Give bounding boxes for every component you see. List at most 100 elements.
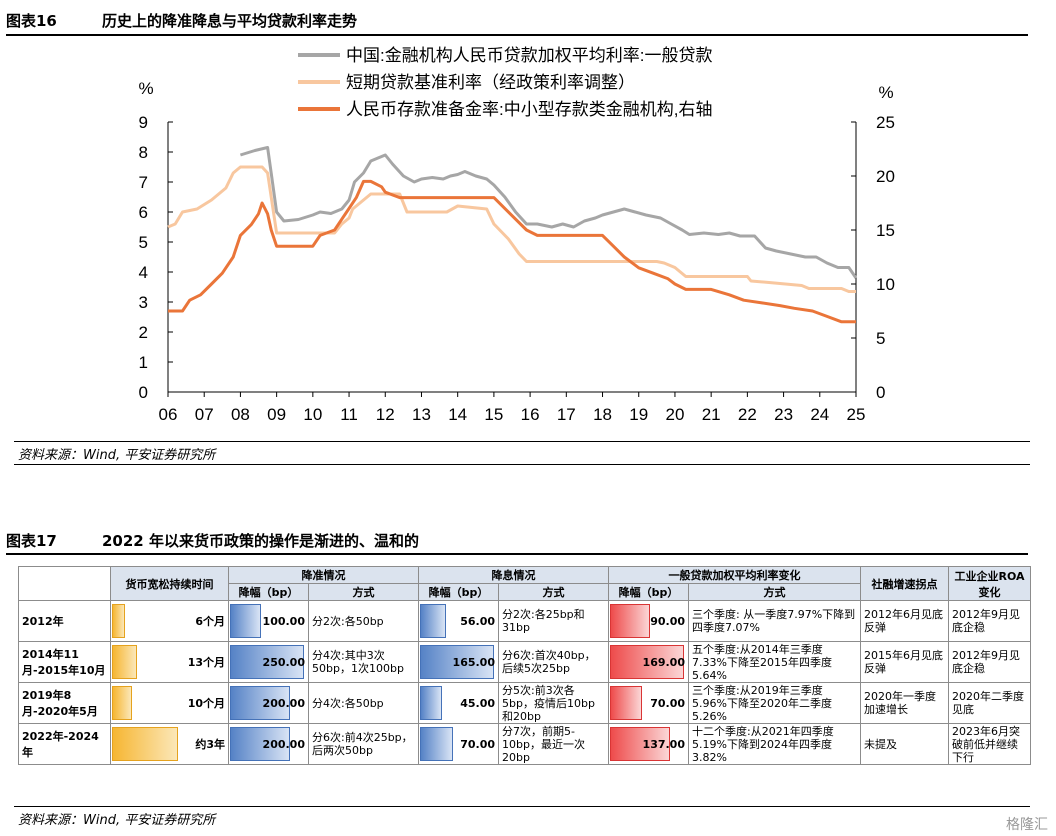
rrr-method-cell: 分4次:各50bp: [308, 682, 419, 724]
duration-cell-value: 约3年: [195, 738, 225, 751]
rrr-cell: 200.00: [228, 682, 309, 724]
rate-cell-bar: [420, 727, 453, 761]
rate-cell-bar: [420, 645, 494, 679]
row-label: 2022年-2024年: [18, 723, 111, 765]
rrr-cell-bar: [230, 727, 290, 761]
legend-label-1: 中国:金融机构人民币贷款加权平均利率:一般贷款: [346, 46, 712, 65]
left-tick-label: 8: [139, 143, 148, 162]
duration-cell: 13个月: [110, 641, 229, 683]
x-tick-label: 22: [738, 405, 757, 424]
roa-cell: 2012年9月见底企稳: [948, 600, 1031, 642]
x-tick-label: 24: [810, 405, 829, 424]
rrr-cell-value: 250.00: [262, 655, 305, 669]
loan-cell-value: 137.00: [642, 737, 685, 751]
loan-method-cell: 十二个季度:从2021年四季度5.19%下降到2024年四季度3.82%: [688, 723, 861, 765]
rate-method-cell: 分7次，前期5-10bp，最近一次20bp: [498, 723, 609, 765]
rrr-cell-bar: [230, 686, 290, 720]
loan-method-cell: 五个季度:从2014年三季度7.33%下降至2015年四季度5.64%: [688, 641, 861, 683]
header-loan: 一般贷款加权平均利率变化: [608, 566, 861, 584]
rate-cell-value: 165.00: [452, 655, 495, 669]
rrr-method-cell: 分4次:其中3次50bp，1次100bp: [308, 641, 419, 683]
header-loan-amp: 降幅（bp）: [608, 583, 689, 601]
row-label: 2012年: [18, 600, 111, 642]
table-row: 2019年8月-2020年5月 10个月 200.00 分4次:各50bp 45.00 分…: [18, 682, 1031, 724]
loan-method-cell: 三个季度: 从一季度7.97%下降到四季度7.07%: [688, 600, 861, 642]
table-row: 2012年 6个月 100.00 分2次:各50bp 56.00 分2次:各25bp和31…: [18, 600, 1031, 642]
series-line-1: [239, 146, 858, 279]
rrr-cell: 250.00: [228, 641, 309, 683]
rate-method-cell: 分5次:前3次各5bp，疫情后10bp和20bp: [498, 682, 609, 724]
rate-cell-value: 70.00: [460, 737, 495, 751]
loan-cell-value: 90.00: [650, 614, 685, 628]
loan-cell-value: 169.00: [642, 655, 685, 669]
x-tick-label: 12: [376, 405, 395, 424]
rrr-cell-value: 200.00: [262, 737, 305, 751]
left-unit-label: %: [138, 79, 153, 98]
header-sf: 社融增速拐点: [860, 566, 949, 601]
header-rate-method: 方式: [498, 583, 609, 601]
duration-cell-value: 6个月: [195, 615, 225, 628]
figure17-title: 2022 年以来货币政策的操作是渐进的、温和的: [102, 532, 419, 550]
x-tick-label: 17: [557, 405, 576, 424]
duration-cell-bar: [112, 686, 132, 720]
rate-cell-value: 56.00: [460, 614, 495, 628]
row-label: 2014年11月-2015年10月: [18, 641, 111, 683]
policy-table: 货币宽松持续时间 降准情况 降息情况 一般贷款加权平均利率变化 社融增速拐点 工…: [18, 566, 1031, 765]
figure16-title: 历史上的降准降息与平均贷款利率走势: [102, 12, 358, 30]
loan-cell: 137.00: [608, 723, 689, 765]
loan-cell-bar: [610, 604, 651, 638]
figure16-source-rule: [14, 464, 1030, 465]
rrr-method-cell: 分2次:各50bp: [308, 600, 419, 642]
x-tick-label: 20: [665, 405, 684, 424]
x-tick-label: 19: [629, 405, 648, 424]
series-line-2: [167, 165, 856, 293]
left-tick-label: 6: [139, 203, 148, 222]
x-tick-label: 23: [774, 405, 793, 424]
x-tick-label: 08: [231, 405, 250, 424]
duration-cell: 6个月: [110, 600, 229, 642]
right-tick-label: 5: [876, 329, 885, 348]
rrr-cell-value: 200.00: [262, 696, 305, 710]
figure16-number: 图表16: [6, 12, 57, 30]
figure16-bottom-rule: [14, 441, 1030, 442]
left-tick-label: 3: [139, 293, 148, 312]
sf-cell: 2012年6月见底反弹: [860, 600, 949, 642]
figure17-title-line: 图表17 2022 年以来货币政策的操作是渐进的、温和的: [6, 530, 419, 551]
rate-cell: 45.00: [418, 682, 499, 724]
x-tick-label: 09: [267, 405, 286, 424]
watermark: 格隆汇: [1006, 817, 1048, 833]
sf-cell: 2015年6月见底反弹: [860, 641, 949, 683]
roa-cell: 2012年9月见底企稳: [948, 641, 1031, 683]
x-tick-label: 25: [847, 405, 866, 424]
figure17-number: 图表17: [6, 532, 57, 550]
duration-cell-value: 10个月: [187, 697, 225, 710]
sf-cell: 2020年一季度加速增长: [860, 682, 949, 724]
header-rrr: 降准情况: [228, 566, 419, 584]
rate-cell-bar: [420, 604, 447, 638]
figure17-bottom-rule: [14, 806, 1030, 807]
duration-cell-value: 13个月: [187, 656, 225, 669]
right-tick-label: 20: [876, 167, 895, 186]
x-tick-label: 11: [340, 405, 358, 424]
figure17-top-rule: [6, 553, 1028, 555]
loan-method-cell: 三个季度:从2019年三季度5.96%下降至2020年二季度5.26%: [688, 682, 861, 724]
header-rrr-method: 方式: [308, 583, 419, 601]
legend-label-2: 短期贷款基准利率（经政策利率调整）: [346, 73, 635, 92]
x-tick-label: 15: [484, 405, 503, 424]
header-rate: 降息情况: [418, 566, 609, 584]
loan-cell: 169.00: [608, 641, 689, 683]
header-blank: [18, 566, 111, 601]
header-rate-amp: 降幅（bp）: [418, 583, 499, 601]
loan-cell-bar: [610, 645, 684, 679]
left-tick-label: 2: [139, 323, 148, 342]
legend-label-3: 人民币存款准备金率:中小型存款类金融机构,右轴: [346, 100, 712, 119]
rate-cell: 56.00: [418, 600, 499, 642]
figure16-title-line: 图表16 历史上的降准降息与平均贷款利率走势: [6, 10, 357, 31]
figure16-source: 资料来源：Wind, 平安证券研究所: [18, 448, 216, 463]
header-roa: 工业企业ROA变化: [948, 566, 1031, 601]
rrr-method-cell: 分6次:前4次25bp，后两次50bp: [308, 723, 419, 765]
loan-cell: 90.00: [608, 600, 689, 642]
rate-cell: 165.00: [418, 641, 499, 683]
figure17-source: 资料来源：Wind, 平安证券研究所: [18, 813, 216, 828]
